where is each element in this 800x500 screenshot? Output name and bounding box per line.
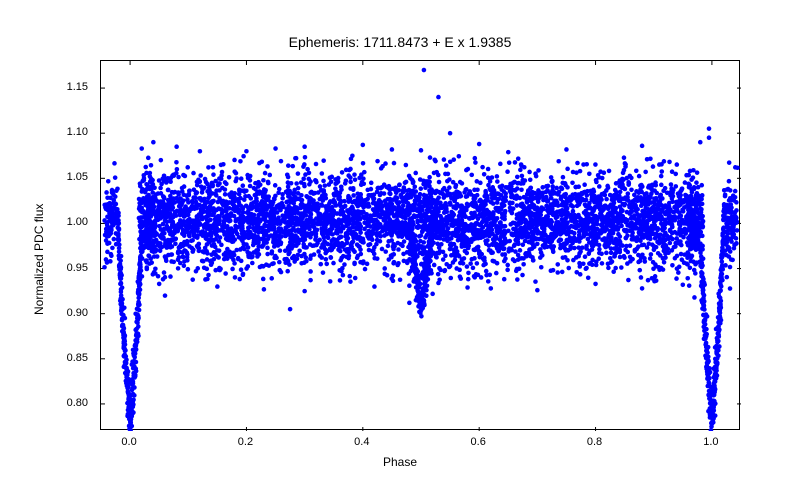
x-tick-label: 0.8 bbox=[587, 436, 602, 448]
x-tick-label: 0.6 bbox=[471, 436, 486, 448]
y-tick-label: 0.85 bbox=[46, 352, 88, 364]
x-tick-label: 0.4 bbox=[354, 436, 369, 448]
y-tick-label: 0.90 bbox=[46, 307, 88, 319]
y-tick-label: 1.05 bbox=[46, 171, 88, 183]
scatter-plot-svg bbox=[101, 61, 741, 431]
y-tick-label: 1.00 bbox=[46, 216, 88, 228]
figure: Ephemeris: 1711.8473 + E x 1.9385 Normal… bbox=[0, 0, 800, 500]
x-tick-label: 1.0 bbox=[703, 436, 718, 448]
y-tick-label: 1.10 bbox=[46, 126, 88, 138]
y-tick-label: 0.80 bbox=[46, 397, 88, 409]
y-tick-label: 0.95 bbox=[46, 262, 88, 274]
y-axis-label: Normalized PDC flux bbox=[32, 204, 46, 315]
x-tick-label: 0.0 bbox=[121, 436, 136, 448]
plot-area bbox=[100, 60, 740, 430]
x-axis-label: Phase bbox=[0, 455, 800, 469]
chart-title: Ephemeris: 1711.8473 + E x 1.9385 bbox=[0, 34, 800, 50]
x-tick-label: 0.2 bbox=[238, 436, 253, 448]
y-tick-label: 1.15 bbox=[46, 81, 88, 93]
